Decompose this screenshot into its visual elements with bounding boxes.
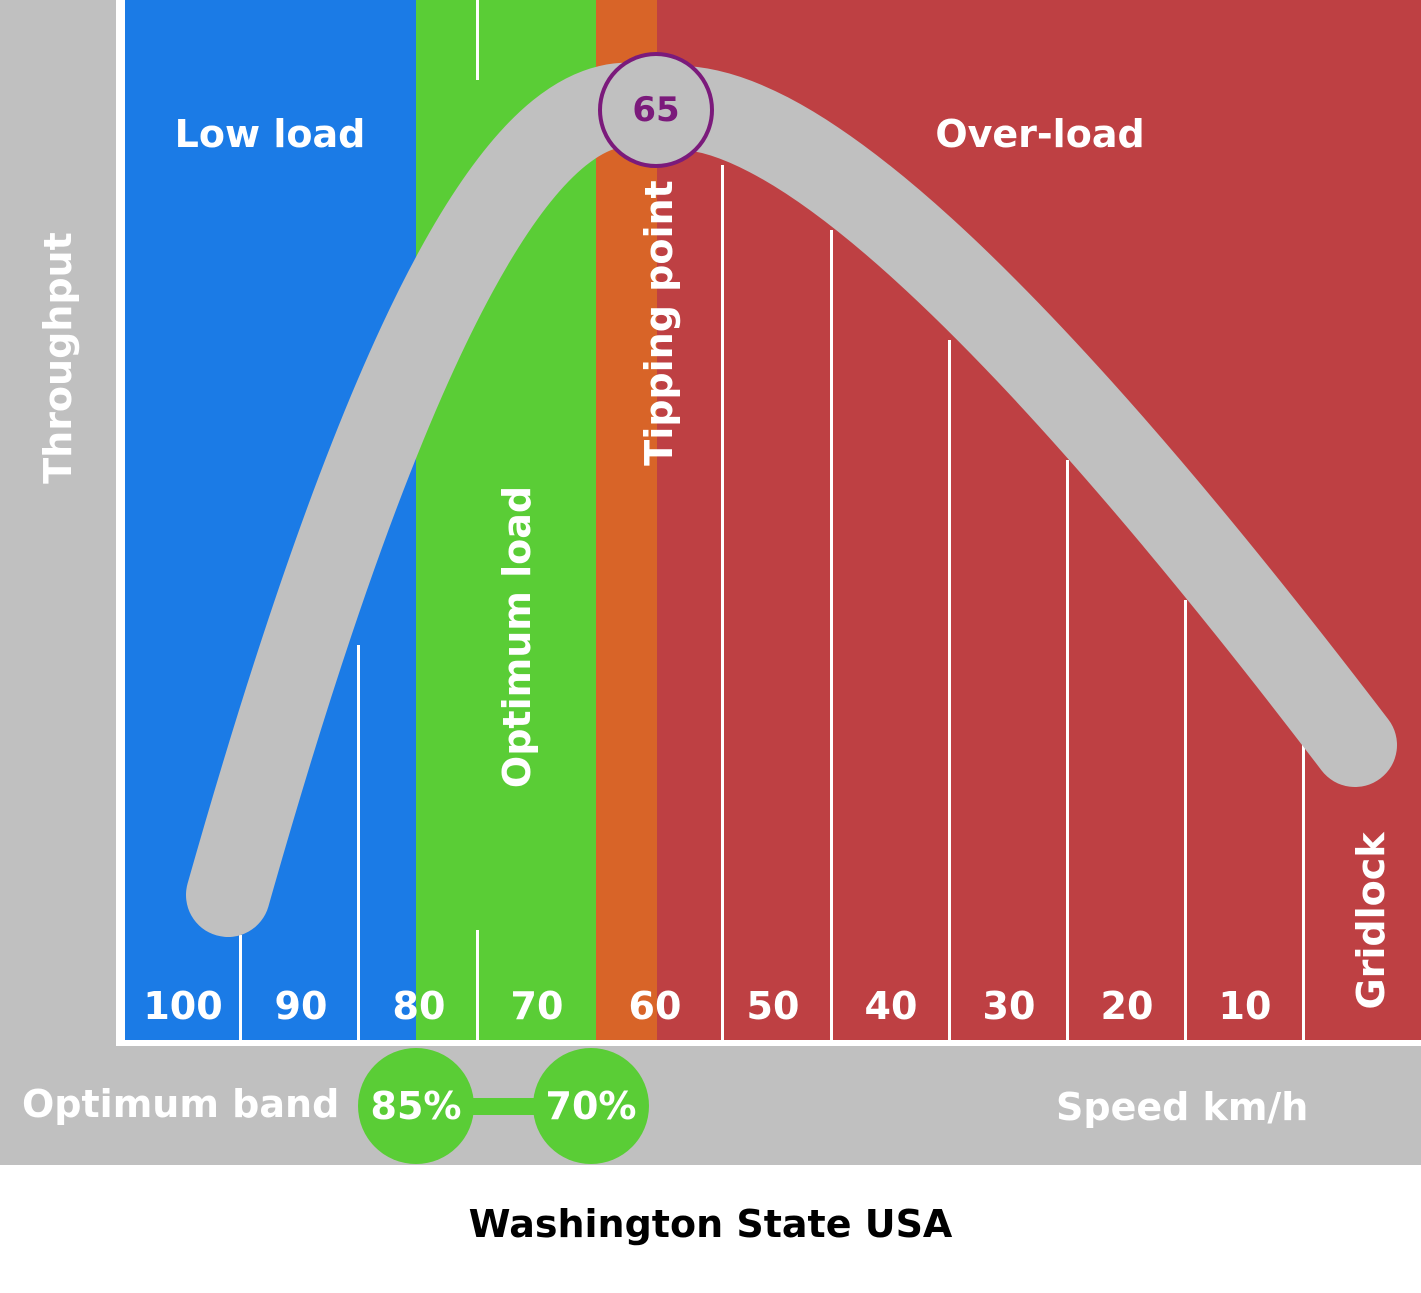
optimum-band-label: Optimum band [22, 1082, 340, 1126]
speed-tick-label: 40 [864, 984, 918, 1028]
speed-divider [948, 340, 951, 1040]
speed-divider [476, 930, 479, 1040]
speed-tick-label: 60 [628, 984, 682, 1028]
speed-divider [1302, 740, 1305, 1040]
over-load-label: Over-load [935, 112, 1145, 156]
speed-tick-label: 80 [392, 984, 446, 1028]
speed-divider [476, 0, 479, 80]
speed-tick-label: 100 [143, 984, 223, 1028]
optimum-band-connector [470, 1098, 540, 1115]
low-load-label: Low load [174, 112, 366, 156]
speed-divider [357, 645, 360, 1040]
speed-tick-label: 20 [1100, 984, 1154, 1028]
gridlock-label: Gridlock [1349, 832, 1393, 1010]
speed-divider [830, 230, 833, 1040]
x-axis-strip [0, 1046, 1421, 1165]
optimum-band-high: 85% [358, 1048, 474, 1164]
peak-speed-label: 65 [632, 90, 680, 130]
tipping-point-label: Tipping point [637, 180, 681, 466]
speed-tick-label: 30 [982, 984, 1036, 1028]
speed-tick-label: 10 [1218, 984, 1272, 1028]
x-axis-label: Speed km/h [1056, 1085, 1309, 1129]
throughput-curve [186, 62, 1397, 937]
peak-marker [598, 52, 714, 168]
speed-divider [1066, 460, 1069, 1040]
diagram-title: Washington State USA [468, 1202, 953, 1246]
y-axis-label: Throughput [36, 232, 80, 484]
tipping-point-zone [596, 0, 657, 1040]
speed-tick-label: 90 [274, 984, 328, 1028]
speed-divider [239, 935, 242, 1040]
y-axis-strip [0, 0, 116, 1165]
throughput-curve-layer [186, 52, 1397, 937]
optimum-band-low: 70% [533, 1048, 649, 1164]
optimum-load-label: Optimum load [495, 485, 539, 789]
speed-tick-label: 50 [746, 984, 800, 1028]
speed-divider [1184, 600, 1187, 1040]
speed-tick-label: 70 [510, 984, 564, 1028]
speed-divider [721, 165, 724, 1040]
